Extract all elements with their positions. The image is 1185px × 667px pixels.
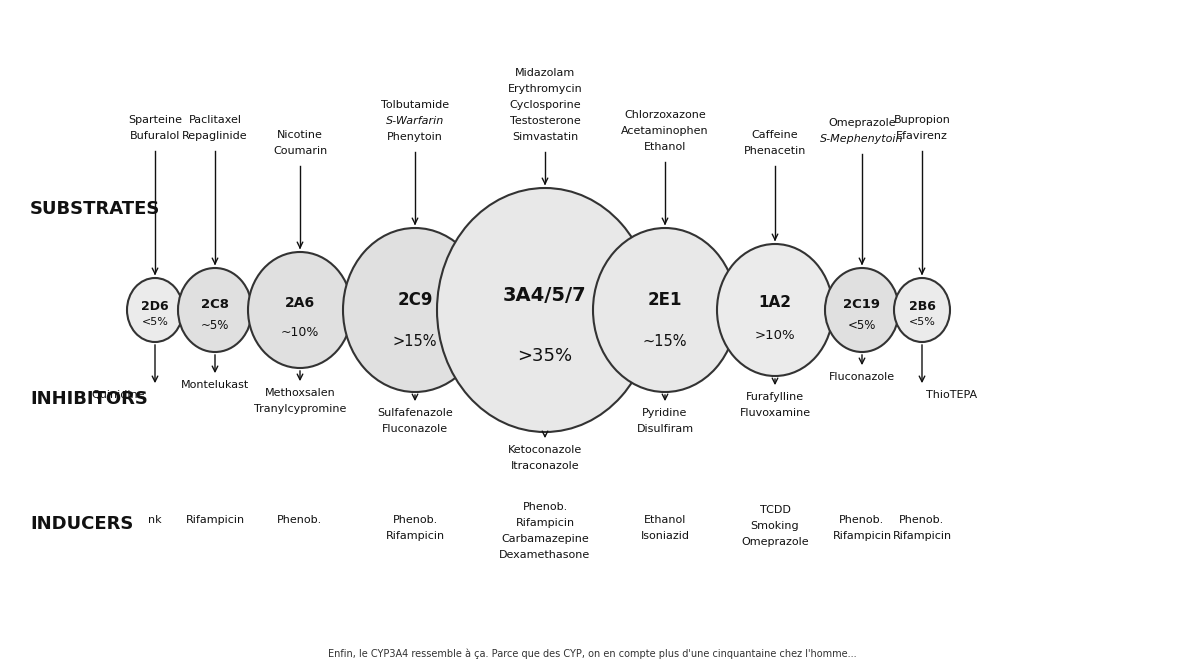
Text: Efavirenz: Efavirenz: [896, 131, 948, 141]
Text: Cyclosporine: Cyclosporine: [510, 100, 581, 110]
Text: SUBSTRATES: SUBSTRATES: [30, 200, 160, 218]
Text: Sparteine: Sparteine: [128, 115, 182, 125]
Text: Coumarin: Coumarin: [273, 146, 327, 156]
Text: Fluconazole: Fluconazole: [382, 424, 448, 434]
Text: ~15%: ~15%: [642, 334, 687, 349]
Text: Testosterone: Testosterone: [510, 116, 581, 126]
Text: 2D6: 2D6: [141, 299, 168, 313]
Text: ThioTEPA: ThioTEPA: [927, 390, 978, 400]
Text: Fluvoxamine: Fluvoxamine: [739, 408, 811, 418]
Text: Fluconazole: Fluconazole: [830, 372, 895, 382]
Text: Furafylline: Furafylline: [745, 392, 805, 402]
Text: Disulfiram: Disulfiram: [636, 424, 693, 434]
Text: Nicotine: Nicotine: [277, 130, 324, 140]
Text: 3A4/5/7: 3A4/5/7: [504, 286, 587, 305]
Text: TCDD: TCDD: [760, 505, 790, 515]
Ellipse shape: [592, 228, 737, 392]
Text: 2C19: 2C19: [844, 298, 880, 311]
Text: Quinidine: Quinidine: [91, 390, 145, 400]
Text: Omeprazole: Omeprazole: [741, 537, 809, 547]
Ellipse shape: [178, 268, 252, 352]
Ellipse shape: [717, 244, 833, 376]
Text: Isoniazid: Isoniazid: [641, 531, 690, 541]
Ellipse shape: [248, 252, 352, 368]
Text: Bupropion: Bupropion: [893, 115, 950, 125]
Text: Paclitaxel: Paclitaxel: [188, 115, 242, 125]
Text: 2C8: 2C8: [201, 298, 229, 311]
Text: 2A6: 2A6: [284, 296, 315, 310]
Text: Ethanol: Ethanol: [643, 515, 686, 525]
Text: Ethanol: Ethanol: [643, 142, 686, 152]
Text: Chlorzoxazone: Chlorzoxazone: [624, 110, 706, 120]
Text: 2C9: 2C9: [397, 291, 433, 309]
Text: Methoxsalen: Methoxsalen: [264, 388, 335, 398]
Text: >15%: >15%: [392, 334, 437, 349]
Text: Rifampicin: Rifampicin: [892, 531, 952, 541]
Ellipse shape: [127, 278, 182, 342]
Text: Smoking: Smoking: [750, 521, 800, 531]
Text: 2E1: 2E1: [648, 291, 683, 309]
Text: Bufuralol: Bufuralol: [130, 131, 180, 141]
Text: Acetaminophen: Acetaminophen: [621, 126, 709, 136]
Text: <5%: <5%: [909, 317, 935, 327]
Text: >10%: >10%: [755, 329, 795, 342]
Text: INDUCERS: INDUCERS: [30, 515, 134, 533]
Text: Omeprazole: Omeprazole: [828, 118, 896, 128]
Ellipse shape: [893, 278, 950, 342]
Text: Simvastatin: Simvastatin: [512, 132, 578, 142]
Text: nk: nk: [148, 515, 162, 525]
Text: Erythromycin: Erythromycin: [507, 84, 582, 94]
Text: Phenob.: Phenob.: [839, 515, 885, 525]
Ellipse shape: [342, 228, 487, 392]
Text: Phenacetin: Phenacetin: [744, 146, 806, 156]
Ellipse shape: [437, 188, 653, 432]
Text: Ketoconazole: Ketoconazole: [508, 445, 582, 455]
Text: Itraconazole: Itraconazole: [511, 461, 579, 471]
Text: Repaglinide: Repaglinide: [182, 131, 248, 141]
Ellipse shape: [825, 268, 899, 352]
Text: Montelukast: Montelukast: [181, 380, 249, 390]
Text: Carbamazepine: Carbamazepine: [501, 534, 589, 544]
Text: <5%: <5%: [847, 319, 876, 332]
Text: Phenob.: Phenob.: [899, 515, 944, 525]
Text: Caffeine: Caffeine: [751, 130, 799, 140]
Text: Rifampicin: Rifampicin: [385, 531, 444, 541]
Text: <5%: <5%: [141, 317, 168, 327]
Text: Rifampicin: Rifampicin: [185, 515, 244, 525]
Text: ~5%: ~5%: [200, 319, 229, 332]
Text: S-Mephenytoin: S-Mephenytoin: [820, 134, 904, 144]
Text: Rifampicin: Rifampicin: [832, 531, 891, 541]
Text: Dexamethasone: Dexamethasone: [499, 550, 590, 560]
Text: Tranylcypromine: Tranylcypromine: [254, 404, 346, 414]
Text: Phenob.: Phenob.: [277, 515, 322, 525]
Text: 1A2: 1A2: [758, 295, 792, 309]
Text: Midazolam: Midazolam: [514, 68, 575, 78]
Text: Pyridine: Pyridine: [642, 408, 687, 418]
Text: S-Warfarin: S-Warfarin: [386, 116, 444, 126]
Text: Phenytoin: Phenytoin: [387, 132, 443, 142]
Text: Enfin, le CYP3A4 ressemble à ça. Parce que des CYP, on en compte plus d'une cinq: Enfin, le CYP3A4 ressemble à ça. Parce q…: [328, 648, 857, 659]
Text: Sulfafenazole: Sulfafenazole: [377, 408, 453, 418]
Text: >35%: >35%: [518, 348, 572, 366]
Text: ~10%: ~10%: [281, 325, 319, 339]
Text: Phenob.: Phenob.: [523, 502, 568, 512]
Text: Tolbutamide: Tolbutamide: [380, 100, 449, 110]
Text: Rifampicin: Rifampicin: [515, 518, 575, 528]
Text: 2B6: 2B6: [909, 299, 935, 313]
Text: Phenob.: Phenob.: [392, 515, 437, 525]
Text: INHIBITORS: INHIBITORS: [30, 390, 148, 408]
